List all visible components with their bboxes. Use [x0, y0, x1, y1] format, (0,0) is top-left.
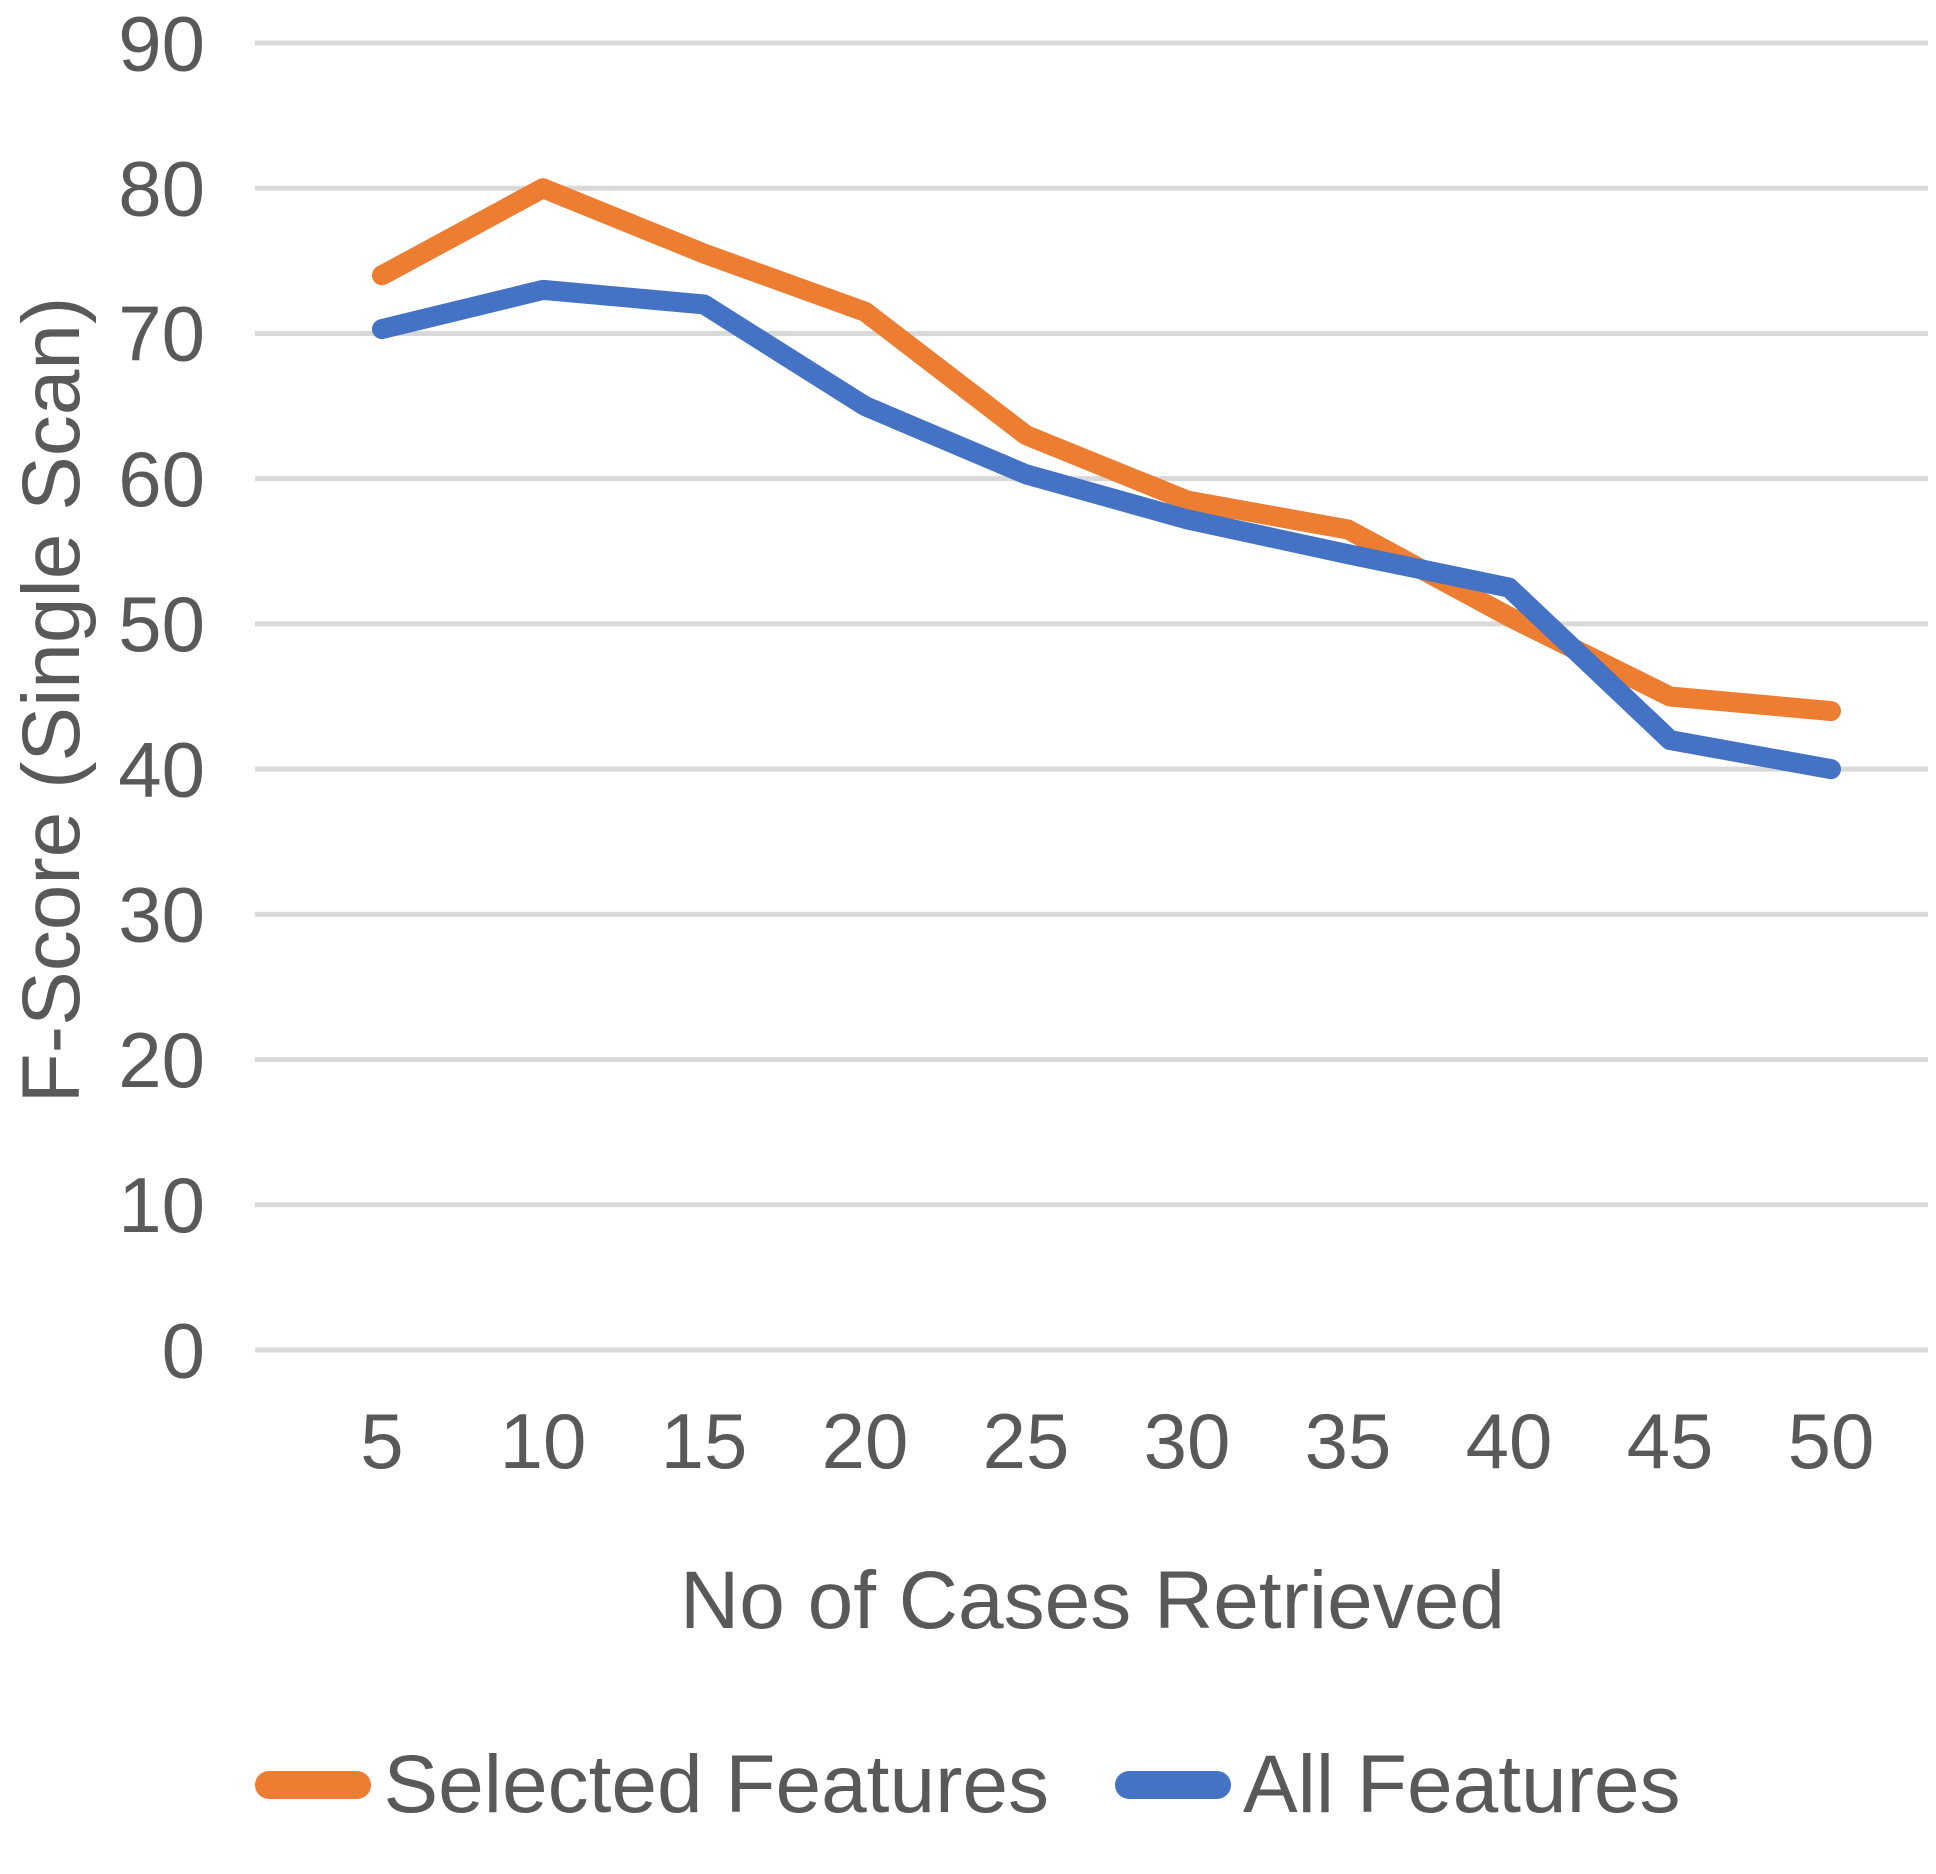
legend-swatch-all-features: [1114, 1771, 1231, 1799]
y-axis-tick-label: 40: [118, 725, 205, 813]
legend-item-selected-features: Selected Features: [255, 1744, 1049, 1826]
series-lines: [372, 178, 1841, 780]
x-axis-tick-label: 40: [1466, 1397, 1553, 1485]
y-axis-tick-label: 10: [118, 1161, 205, 1249]
x-axis-tick-label: 20: [822, 1397, 909, 1485]
x-axis-tick-label: 50: [1788, 1397, 1875, 1485]
y-axis-title: F-Score (Single Scan): [6, 296, 97, 1104]
series-line-all-features: [372, 279, 1841, 780]
y-axis-tick-label: 60: [118, 435, 205, 523]
x-axis-tick-label: 30: [1144, 1397, 1231, 1485]
x-axis-tick-label: 25: [983, 1397, 1070, 1485]
legend-item-all-features: All Features: [1114, 1739, 1681, 1830]
y-axis-tick-label: 50: [118, 580, 205, 668]
x-axis-tick-label: 5: [360, 1397, 403, 1485]
y-axis-tick-label: 0: [162, 1306, 205, 1394]
x-axis-title: No of Cases Retrieved: [680, 1555, 1505, 1646]
y-axis-tick-label: 20: [118, 1016, 205, 1104]
x-axis-tick-label: 10: [500, 1397, 587, 1485]
y-axis-tick-label: 70: [118, 290, 205, 378]
y-axis-tick-label: 80: [118, 145, 205, 233]
x-axis-tick-label: 35: [1305, 1397, 1392, 1485]
legend-label-all-features: All Features: [1242, 1739, 1681, 1830]
series-line-selected-features: [372, 178, 1841, 722]
y-axis-tick-labels: 0 10 20 30 40 50 60 70 80 90: [118, 0, 205, 1394]
y-axis-tick-label: 90: [118, 0, 205, 87]
legend-swatch-selected-features: [255, 1771, 372, 1799]
x-axis-tick-label: 15: [661, 1397, 748, 1485]
x-axis-tick-labels: 5 10 15 20 25 30 35 40 45 50: [360, 1397, 1874, 1485]
y-axis-tick-label: 30: [118, 871, 205, 959]
legend: Selected Features All Features: [0, 1737, 1936, 1833]
legend-label-selected-features: Selected Features: [383, 1739, 1049, 1830]
gridlines: [255, 40, 1928, 1353]
x-axis-tick-label: 45: [1627, 1397, 1714, 1485]
